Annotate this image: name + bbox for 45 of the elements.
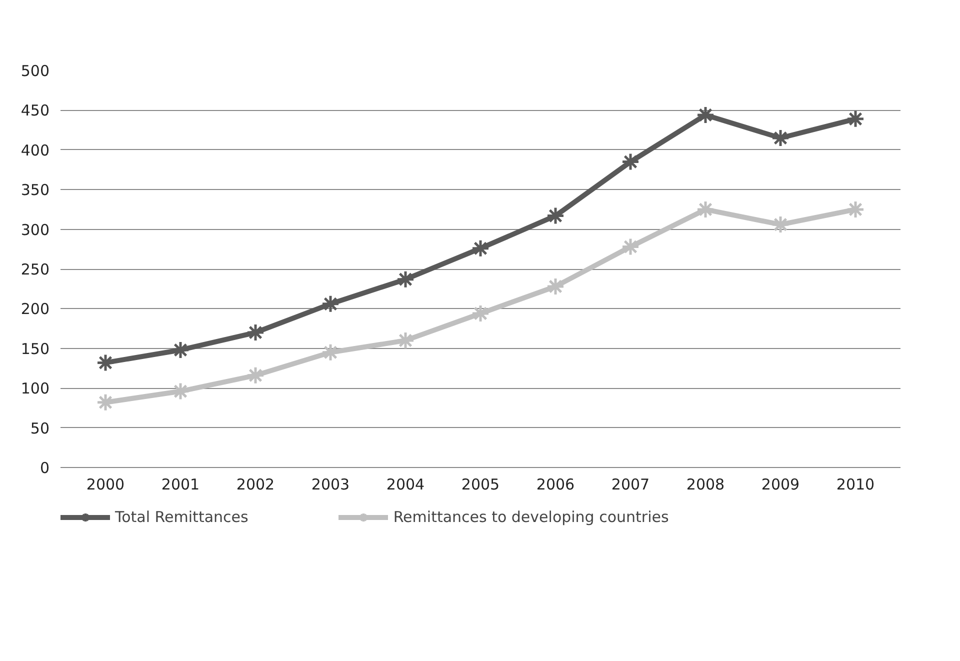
point bbox=[696, 200, 715, 219]
x-tick-label: 2002 bbox=[236, 476, 275, 494]
y-tick-label: 100 bbox=[20, 380, 50, 398]
x-tick-label: 2006 bbox=[536, 476, 575, 494]
point bbox=[171, 340, 190, 360]
point bbox=[621, 152, 640, 172]
point bbox=[546, 206, 565, 226]
x-tick-label: 2005 bbox=[461, 476, 500, 494]
x-tick-label: 2009 bbox=[761, 476, 800, 494]
y-tick-label: 200 bbox=[20, 300, 50, 318]
point bbox=[321, 294, 340, 314]
y-tick-label: 150 bbox=[20, 340, 50, 358]
point bbox=[846, 110, 865, 128]
x-tick-label: 2000 bbox=[86, 476, 125, 494]
y-tick-label: 0 bbox=[40, 459, 50, 477]
legend-label: Total Remittances bbox=[115, 508, 248, 526]
point bbox=[96, 353, 115, 372]
y-tick-label: 250 bbox=[20, 260, 50, 278]
point bbox=[471, 239, 490, 258]
y-tick-label: 500 bbox=[20, 62, 50, 80]
y-tick-label: 350 bbox=[20, 181, 50, 200]
point bbox=[621, 238, 640, 256]
point bbox=[846, 200, 865, 219]
point bbox=[696, 106, 715, 124]
point bbox=[246, 323, 265, 342]
point bbox=[396, 270, 415, 289]
x-tick-label: 2008 bbox=[686, 476, 725, 494]
point bbox=[246, 366, 265, 385]
point bbox=[96, 393, 115, 412]
x-tick-label: 2001 bbox=[161, 476, 200, 494]
y-tick-label: 50 bbox=[30, 419, 50, 438]
y-tick-label: 450 bbox=[20, 102, 50, 120]
point bbox=[471, 304, 490, 323]
x-tick-label: 2004 bbox=[386, 476, 425, 494]
legend-label: Remittances to developing countries bbox=[393, 508, 669, 526]
x-tick-label: 2003 bbox=[311, 476, 350, 494]
x-tick-label: 2007 bbox=[611, 476, 650, 494]
point bbox=[771, 215, 790, 234]
point bbox=[396, 331, 415, 350]
y-tick-label: 300 bbox=[20, 220, 50, 239]
point bbox=[771, 128, 790, 148]
y-tick-label: 400 bbox=[20, 141, 50, 160]
x-tick-label: 2010 bbox=[836, 476, 875, 494]
point bbox=[321, 343, 340, 362]
point bbox=[546, 277, 565, 296]
